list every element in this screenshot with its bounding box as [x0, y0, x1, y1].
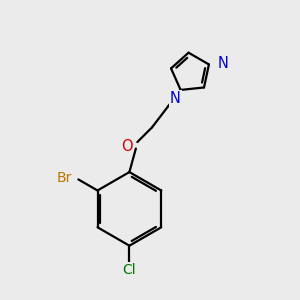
Text: N: N: [218, 56, 229, 71]
Text: Cl: Cl: [123, 263, 136, 277]
Text: N: N: [170, 91, 181, 106]
Text: O: O: [121, 139, 132, 154]
Text: Br: Br: [56, 171, 72, 185]
